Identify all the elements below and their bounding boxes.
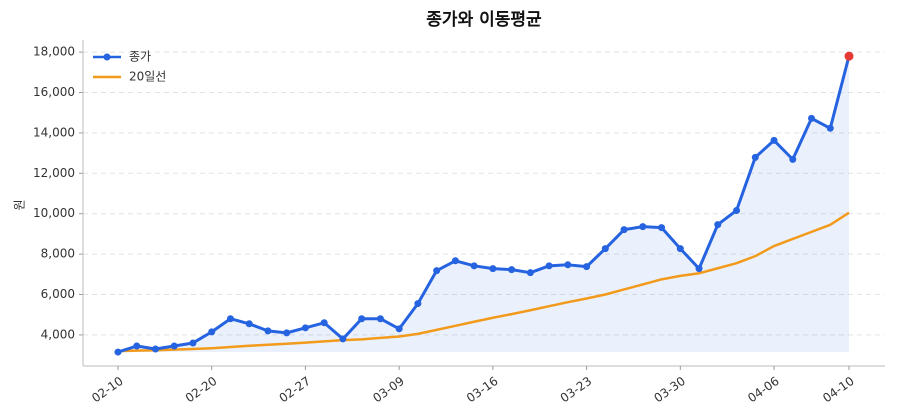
point — [264, 327, 272, 335]
line — [117, 211, 850, 353]
point — [545, 262, 553, 270]
point — [151, 345, 159, 353]
point — [283, 329, 291, 337]
point — [733, 206, 741, 214]
y-tick-label: 8,000 — [41, 247, 75, 261]
point — [451, 257, 459, 265]
legend-marker — [103, 53, 111, 61]
y-tick-label: 12,000 — [33, 166, 75, 180]
point — [376, 315, 384, 323]
point — [714, 221, 722, 229]
x-tick-label: 02-10 — [89, 374, 126, 405]
point — [620, 226, 628, 234]
y-tick-label: 16,000 — [33, 85, 75, 99]
x-tick-label: 04-06 — [745, 374, 782, 405]
point — [226, 315, 234, 323]
y-tick-label: 18,000 — [33, 45, 75, 59]
point — [583, 263, 591, 271]
point — [189, 339, 197, 347]
x-tick-label: 03-09 — [370, 374, 407, 405]
highlight-point — [844, 51, 854, 61]
point — [676, 245, 684, 253]
point — [320, 319, 328, 327]
point — [470, 262, 478, 270]
point — [170, 342, 178, 350]
point — [601, 245, 609, 253]
x-tick-label: 03-23 — [558, 374, 595, 405]
x-tick-label: 02-20 — [183, 374, 220, 405]
legend-label: 20일선 — [129, 70, 166, 84]
y-tick-label: 4,000 — [41, 327, 75, 341]
point — [639, 223, 647, 231]
y-axis-label: 원 — [13, 199, 27, 210]
legend: 종가 20일선 — [93, 50, 166, 84]
y-tick-label: 14,000 — [33, 125, 75, 139]
x-tick-label: 03-30 — [651, 374, 688, 405]
point — [133, 342, 141, 350]
point — [489, 265, 497, 273]
x-tick-label: 03-16 — [464, 374, 501, 405]
point — [770, 136, 778, 144]
point — [564, 261, 572, 269]
y-tick-label: 10,000 — [33, 206, 75, 220]
point — [245, 320, 253, 328]
point — [826, 124, 834, 132]
x-tick-label: 02-27 — [277, 374, 314, 405]
point — [508, 266, 516, 274]
point — [526, 269, 534, 277]
point — [695, 265, 703, 273]
point — [358, 315, 366, 323]
point — [208, 328, 216, 336]
point — [658, 224, 666, 232]
point — [433, 267, 441, 275]
point — [114, 348, 122, 356]
legend-label: 종가 — [129, 50, 151, 64]
point — [808, 114, 816, 122]
point — [414, 300, 422, 308]
line — [117, 55, 851, 354]
point — [301, 324, 309, 332]
point — [789, 155, 797, 163]
point — [339, 335, 347, 343]
chart-title: 종가와 이동평균 — [426, 10, 542, 30]
y-tick-label: 6,000 — [41, 287, 75, 301]
point — [751, 153, 759, 161]
x-tick-label: 04-10 — [820, 374, 857, 405]
point — [395, 325, 403, 333]
